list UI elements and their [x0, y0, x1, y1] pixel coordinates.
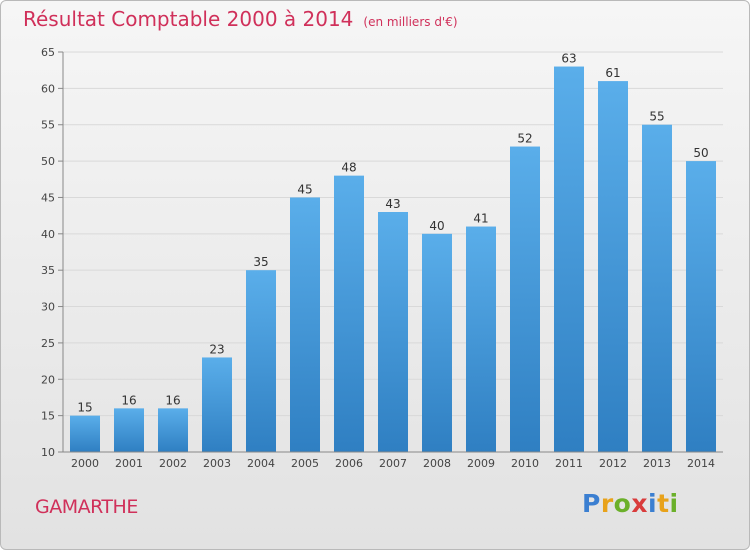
x-tick-label-2002: 2002	[159, 457, 187, 470]
value-label-2006: 48	[341, 161, 356, 175]
y-tick-label: 50	[41, 155, 55, 168]
x-tick-label-2014: 2014	[687, 457, 715, 470]
x-tick-label-2005: 2005	[291, 457, 319, 470]
bar-2013	[642, 124, 672, 453]
value-label-2003: 23	[209, 342, 224, 356]
bar-2009	[466, 226, 496, 452]
bars: 15 16 16 23 35 45 48 43 40 41 52 63 61 55 50	[70, 52, 716, 453]
value-label-2002: 16	[165, 393, 180, 407]
value-label-2014: 50	[693, 146, 708, 160]
chart-title-text: Résultat Comptable 2000 à 2014	[23, 7, 354, 31]
bar-2001	[114, 408, 144, 452]
place-name: GAMARTHE	[35, 496, 138, 518]
bar-2004	[246, 270, 276, 452]
logo-letter: i	[669, 489, 679, 518]
x-tick-label-2001: 2001	[115, 457, 143, 470]
bar-2000	[70, 415, 100, 452]
y-tick-label: 60	[41, 82, 55, 95]
x-tick-label-2011: 2011	[555, 457, 583, 470]
value-label-2008: 40	[429, 219, 444, 233]
value-label-2011: 63	[561, 52, 576, 66]
value-label-2013: 55	[649, 110, 664, 124]
bar-2002	[158, 408, 188, 452]
logo-letter: i	[648, 489, 658, 518]
x-tick-label-2012: 2012	[599, 457, 627, 470]
bar-2014	[686, 161, 716, 452]
value-label-2012: 61	[605, 66, 620, 80]
bar-2010	[510, 146, 540, 452]
x-tick-label-2000: 2000	[71, 457, 99, 470]
value-label-2007: 43	[385, 197, 400, 211]
bar-2006	[334, 175, 364, 453]
value-label-2005: 45	[297, 182, 312, 196]
bar-2007	[378, 212, 408, 452]
y-axis: 10 15 20 25 30 35 40 45 50 55 60 65	[41, 46, 64, 459]
y-tick-label: 25	[41, 337, 55, 350]
value-label-2010: 52	[517, 132, 532, 146]
chart-subtitle: (en milliers d'€)	[363, 15, 458, 29]
y-tick-label: 55	[41, 119, 55, 132]
y-tick-label: 35	[41, 264, 55, 277]
logo-letter: P	[582, 489, 601, 518]
x-axis: 2000 2001 2002 2003 2004 2005 2006 2007 2008 2009…	[63, 451, 723, 470]
bar-2005	[290, 197, 320, 452]
x-tick-label-2013: 2013	[643, 457, 671, 470]
y-tick-label: 65	[41, 46, 55, 59]
value-label-2001: 16	[121, 393, 136, 407]
y-tick-label: 40	[41, 228, 55, 241]
y-tick-label: 15	[41, 410, 55, 423]
x-tick-label-2007: 2007	[379, 457, 407, 470]
x-tick-label-2004: 2004	[247, 457, 275, 470]
x-tick-label-2003: 2003	[203, 457, 231, 470]
bar-2012	[598, 81, 628, 452]
x-tick-label-2008: 2008	[423, 457, 451, 470]
bar-2011	[554, 66, 584, 452]
x-tick-label-2010: 2010	[511, 457, 539, 470]
y-tick-label: 20	[41, 373, 55, 386]
logo-letter: t	[657, 489, 670, 518]
bar-2003	[202, 357, 232, 452]
value-label-2009: 41	[473, 212, 488, 226]
value-label-2004: 35	[253, 255, 268, 269]
value-label-2000: 15	[77, 401, 92, 415]
logo-letter: x	[631, 489, 648, 518]
y-tick-label: 10	[41, 446, 55, 459]
x-tick-label-2009: 2009	[467, 457, 495, 470]
logo-letter: r	[600, 489, 614, 518]
chart-title: Résultat Comptable 2000 à 2014 (en millie…	[23, 7, 458, 31]
y-tick-label: 30	[41, 301, 55, 314]
logo-letter: o	[613, 489, 632, 518]
x-tick-label-2006: 2006	[335, 457, 363, 470]
y-tick-label: 45	[41, 191, 55, 204]
proxiti-logo: Proxiti	[582, 489, 679, 518]
bar-2008	[422, 233, 452, 452]
